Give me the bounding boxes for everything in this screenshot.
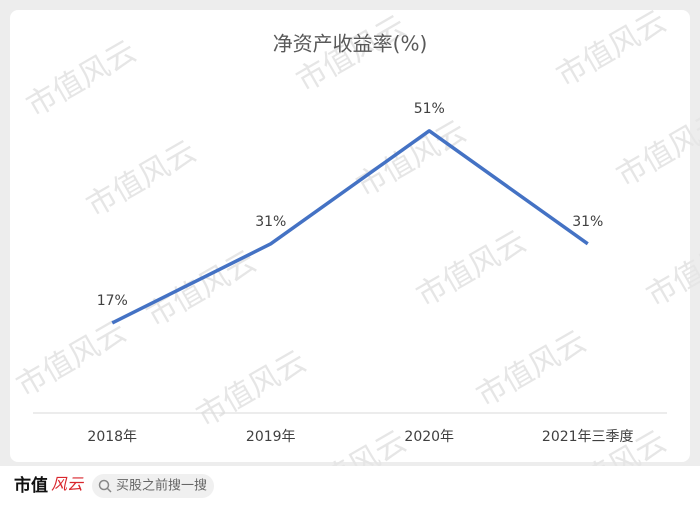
line bbox=[111, 129, 589, 325]
search-icon bbox=[98, 479, 110, 491]
search-text: 买股之前搜一搜 bbox=[116, 478, 207, 494]
logo-left: 市值 bbox=[14, 475, 48, 496]
data-label: 31% bbox=[572, 214, 603, 230]
data-label: 17% bbox=[97, 293, 128, 309]
x-tick-label: 2020年 bbox=[404, 429, 454, 445]
x-tick-label: 2021年三季度 bbox=[542, 429, 634, 445]
chart-panel bbox=[10, 10, 690, 462]
search-icon-handle bbox=[106, 487, 112, 493]
data-label: 51% bbox=[414, 101, 445, 117]
data-label: 31% bbox=[255, 214, 286, 230]
search-box[interactable] bbox=[92, 474, 214, 498]
logo-right: 风云 bbox=[51, 475, 85, 494]
chart-title: 净资产收益率(%) bbox=[273, 32, 428, 56]
x-tick-label: 2019年 bbox=[246, 429, 296, 445]
x-tick-label: 2018年 bbox=[87, 429, 137, 445]
